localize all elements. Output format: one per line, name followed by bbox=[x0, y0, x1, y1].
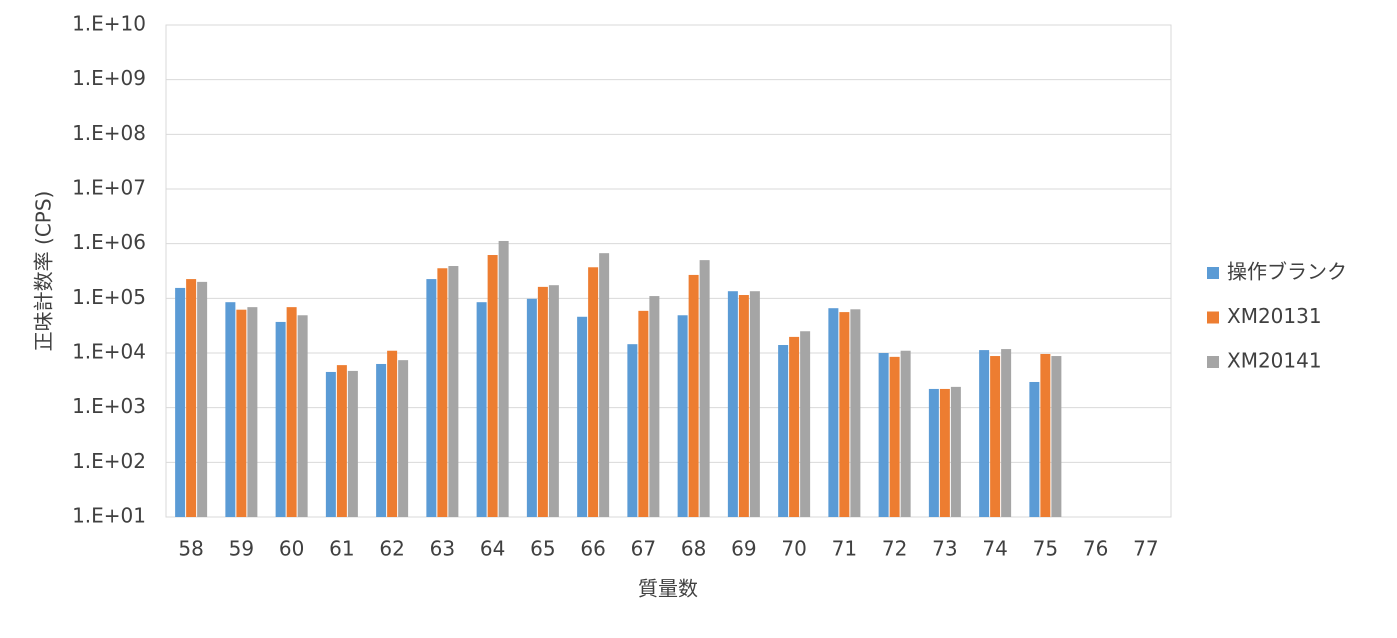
bar bbox=[1051, 356, 1062, 517]
y-tick-label: 1.E+08 bbox=[72, 121, 146, 145]
plot-area bbox=[165, 24, 1172, 518]
y-tick-label: 1.E+05 bbox=[72, 285, 146, 309]
bar bbox=[297, 315, 308, 517]
bar bbox=[577, 316, 588, 517]
bar bbox=[950, 386, 961, 517]
bar bbox=[286, 307, 297, 517]
legend-swatch bbox=[1207, 311, 1219, 324]
bar bbox=[175, 287, 186, 517]
bar bbox=[599, 253, 610, 518]
bar bbox=[376, 363, 387, 517]
bar bbox=[979, 350, 990, 517]
bar bbox=[738, 295, 749, 517]
bar bbox=[789, 336, 800, 517]
bar bbox=[498, 240, 509, 517]
bar bbox=[347, 370, 358, 517]
bar bbox=[749, 291, 760, 517]
bar bbox=[727, 291, 738, 517]
bar bbox=[638, 310, 649, 517]
bar bbox=[800, 331, 811, 517]
bar bbox=[487, 255, 498, 517]
bar bbox=[537, 286, 548, 517]
bar bbox=[186, 279, 197, 517]
bar bbox=[839, 312, 850, 517]
legend-label: 操作ブランク bbox=[1227, 260, 1347, 284]
bar bbox=[588, 267, 599, 517]
y-tick-label: 1.E+10 bbox=[72, 12, 146, 36]
legend-label: XM20131 bbox=[1227, 304, 1322, 328]
bar bbox=[387, 350, 398, 517]
bar bbox=[476, 302, 487, 517]
bar bbox=[928, 388, 939, 517]
y-tick-label: 1.E+07 bbox=[72, 176, 146, 200]
legend-swatch bbox=[1207, 356, 1219, 368]
x-tick-label: 75 bbox=[1033, 537, 1058, 561]
x-tick-label: 67 bbox=[631, 537, 656, 561]
bar bbox=[275, 321, 286, 517]
x-tick-label: 72 bbox=[882, 537, 907, 561]
legend-label: XM20141 bbox=[1227, 349, 1322, 373]
x-tick-label: 66 bbox=[580, 537, 605, 561]
x-tick-label: 77 bbox=[1133, 537, 1158, 561]
bar bbox=[236, 309, 247, 517]
x-tick-label: 58 bbox=[178, 537, 203, 561]
x-tick-label: 62 bbox=[379, 537, 404, 561]
bar bbox=[649, 296, 660, 517]
bar bbox=[688, 274, 699, 517]
x-tick-label: 64 bbox=[480, 537, 505, 561]
bar bbox=[939, 388, 950, 517]
x-tick-label: 61 bbox=[329, 537, 354, 561]
x-tick-label: 63 bbox=[430, 537, 455, 561]
x-tick-label: 69 bbox=[731, 537, 756, 561]
y-tick-label: 1.E+02 bbox=[72, 449, 146, 473]
bar bbox=[889, 356, 900, 517]
bar bbox=[1040, 353, 1051, 517]
bar bbox=[990, 356, 1001, 517]
y-tick-label: 1.E+04 bbox=[72, 340, 146, 364]
bar bbox=[900, 350, 911, 517]
x-tick-label: 59 bbox=[229, 537, 254, 561]
bar bbox=[548, 285, 559, 517]
bar bbox=[336, 365, 347, 517]
x-tick-label: 74 bbox=[982, 537, 1007, 561]
bar bbox=[225, 302, 236, 517]
y-tick-label: 1.E+03 bbox=[72, 394, 146, 418]
x-tick-label: 73 bbox=[932, 537, 957, 561]
bar bbox=[778, 345, 789, 517]
bar bbox=[828, 308, 839, 517]
y-axis-label: 正味計数率 (CPS) bbox=[32, 191, 56, 352]
bar bbox=[437, 268, 448, 517]
x-tick-label: 68 bbox=[681, 537, 706, 561]
bar bbox=[1029, 381, 1040, 517]
bar bbox=[325, 371, 336, 517]
bar bbox=[426, 279, 437, 517]
bar bbox=[699, 260, 710, 517]
bar bbox=[627, 344, 638, 517]
x-tick-label: 71 bbox=[832, 537, 857, 561]
bar bbox=[878, 353, 889, 517]
bar bbox=[850, 309, 861, 517]
x-tick-label: 70 bbox=[781, 537, 806, 561]
x-tick-label: 76 bbox=[1083, 537, 1108, 561]
y-tick-label: 1.E+06 bbox=[72, 230, 146, 254]
bar bbox=[247, 307, 258, 517]
bar bbox=[526, 298, 537, 517]
y-tick-label: 1.E+09 bbox=[72, 66, 146, 90]
bar bbox=[1001, 349, 1012, 517]
x-tick-label: 65 bbox=[530, 537, 555, 561]
bar bbox=[448, 266, 459, 517]
bar bbox=[677, 315, 688, 517]
bar bbox=[398, 360, 409, 517]
x-tick-label: 60 bbox=[279, 537, 304, 561]
legend-swatch bbox=[1207, 267, 1219, 279]
x-axis-label: 質量数 bbox=[638, 577, 698, 601]
y-tick-label: 1.E+01 bbox=[72, 504, 146, 528]
bar bbox=[197, 281, 208, 517]
